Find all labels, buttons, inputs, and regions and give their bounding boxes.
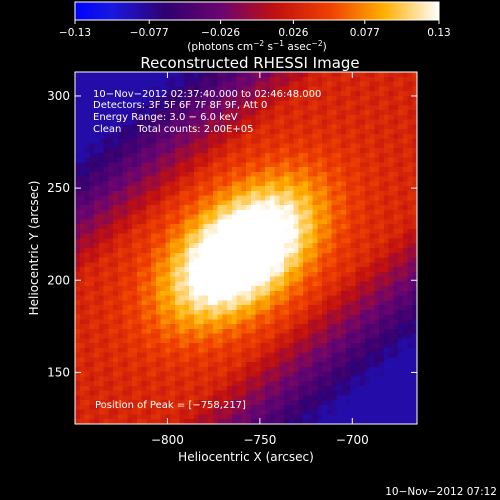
peak-position-label: Position of Peak = [−758,217] <box>95 400 246 411</box>
x-tick-label: −750 <box>243 433 276 447</box>
y-tick-label: 150 <box>47 365 70 379</box>
colorbar-tick-label: 0.026 <box>278 27 308 39</box>
annotation-clean-counts: Clean Total counts: 2.00E+05 <box>93 124 253 135</box>
colorbar-tick-label: −0.026 <box>201 27 240 39</box>
colorbar-ticks: −0.13 −0.077 −0.026 0.026 0.077 0.13 <box>59 20 451 39</box>
x-axis-label: Heliocentric X (arcsec) <box>178 450 314 464</box>
x-axis-ticks: −800 −750 −700 <box>151 72 369 447</box>
y-tick-label: 200 <box>47 273 70 287</box>
colorbar-tick-label: −0.13 <box>59 27 91 39</box>
colorbar-units: (photons cm−2 s−1 asec−2) <box>187 39 326 53</box>
x-tick-label: −700 <box>336 433 369 447</box>
colorbar-tick-label: 0.13 <box>427 27 450 39</box>
colorbar-tick-label: −0.077 <box>130 27 169 39</box>
timestamp: 10−Nov−2012 07:12 <box>385 486 497 498</box>
annotation-time-range: 10−Nov−2012 02:37:40.000 to 02:46:48.000 <box>93 89 321 100</box>
colorbar-units-part: −1 <box>273 39 284 48</box>
colorbar-tick-label: 0.077 <box>350 27 380 39</box>
heatmap-image <box>75 72 417 424</box>
colorbar-units-part: −2 <box>312 39 323 48</box>
y-tick-label: 300 <box>47 89 70 103</box>
plot-frame <box>74 71 418 425</box>
y-tick-label: 250 <box>47 181 70 195</box>
x-tick-label: −800 <box>151 433 184 447</box>
chart-title: Reconstructed RHESSI Image <box>140 54 359 72</box>
annotation-detectors: Detectors: 3F 5F 6F 7F 8F 9F, Att 0 <box>93 100 267 111</box>
colorbar <box>74 1 440 21</box>
y-axis-ticks: 150 200 250 300 <box>47 89 417 379</box>
annotation-energy-range: Energy Range: 3.0 − 6.0 keV <box>93 112 238 123</box>
colorbar-units-part: ) <box>323 41 327 53</box>
colorbar-units-part: −2 <box>253 39 264 48</box>
colorbar-units-part: (photons cm <box>187 41 253 53</box>
colorbar-units-part: asec <box>284 41 312 53</box>
colorbar-units-part: s <box>264 41 273 53</box>
y-axis-label: Heliocentric Y (arcsec) <box>27 181 41 316</box>
